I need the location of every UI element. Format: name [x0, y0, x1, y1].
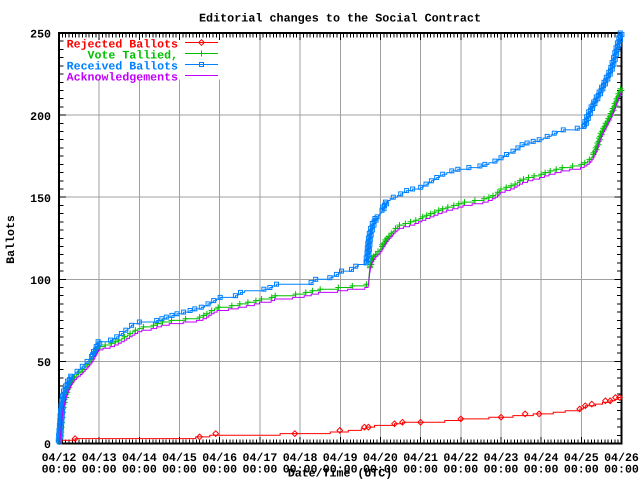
svg-text:04/17: 04/17	[243, 452, 278, 465]
svg-text:04/20: 04/20	[363, 452, 398, 465]
svg-text:04/19: 04/19	[323, 452, 358, 465]
svg-text:00:00: 00:00	[484, 464, 519, 477]
svg-text:Received Ballots: Received Ballots	[67, 61, 178, 74]
svg-text:04/22: 04/22	[443, 452, 478, 465]
svg-text:04/13: 04/13	[82, 452, 117, 465]
svg-text:04/15: 04/15	[162, 452, 197, 465]
svg-text:50: 50	[37, 357, 51, 370]
svg-text:04/12: 04/12	[42, 452, 77, 465]
svg-text:00:00: 00:00	[403, 464, 438, 477]
svg-text:04/23: 04/23	[484, 452, 519, 465]
svg-text:00:00: 00:00	[122, 464, 157, 477]
svg-text:00:00: 00:00	[42, 464, 77, 477]
svg-text:Ballots: Ballots	[5, 215, 18, 264]
svg-text:04/16: 04/16	[202, 452, 237, 465]
svg-text:Acknowledgements: Acknowledgements	[67, 72, 178, 85]
svg-text:00:00: 00:00	[524, 464, 559, 477]
svg-text:100: 100	[30, 275, 51, 288]
svg-text:00:00: 00:00	[564, 464, 599, 477]
svg-text:250: 250	[30, 29, 51, 42]
svg-text:Vote Tallied,: Vote Tallied,	[88, 50, 178, 63]
svg-text:00:00: 00:00	[243, 464, 278, 477]
svg-text:Editorial changes to the Socia: Editorial changes to the Social Contract	[199, 12, 481, 26]
svg-text:04/14: 04/14	[122, 452, 157, 465]
svg-text:150: 150	[30, 193, 51, 206]
svg-text:200: 200	[30, 111, 51, 124]
svg-text:00:00: 00:00	[82, 464, 117, 477]
svg-text:00:00: 00:00	[323, 464, 358, 477]
svg-text:0: 0	[44, 439, 51, 452]
svg-text:04/18: 04/18	[283, 452, 318, 465]
svg-text:Rejected Ballots: Rejected Ballots	[67, 39, 178, 52]
svg-text:00:00: 00:00	[202, 464, 237, 477]
svg-text:00:00: 00:00	[604, 464, 639, 477]
svg-text:00:00: 00:00	[363, 464, 398, 477]
svg-text:00:00: 00:00	[283, 464, 318, 477]
svg-text:00:00: 00:00	[162, 464, 197, 477]
svg-text:04/25: 04/25	[564, 452, 599, 465]
svg-text:04/26: 04/26	[604, 452, 639, 465]
svg-text:Date/Time (UTC): Date/Time (UTC)	[288, 468, 392, 480]
svg-text:04/24: 04/24	[524, 452, 559, 465]
svg-text:04/21: 04/21	[403, 452, 438, 465]
svg-text:00:00: 00:00	[443, 464, 478, 477]
